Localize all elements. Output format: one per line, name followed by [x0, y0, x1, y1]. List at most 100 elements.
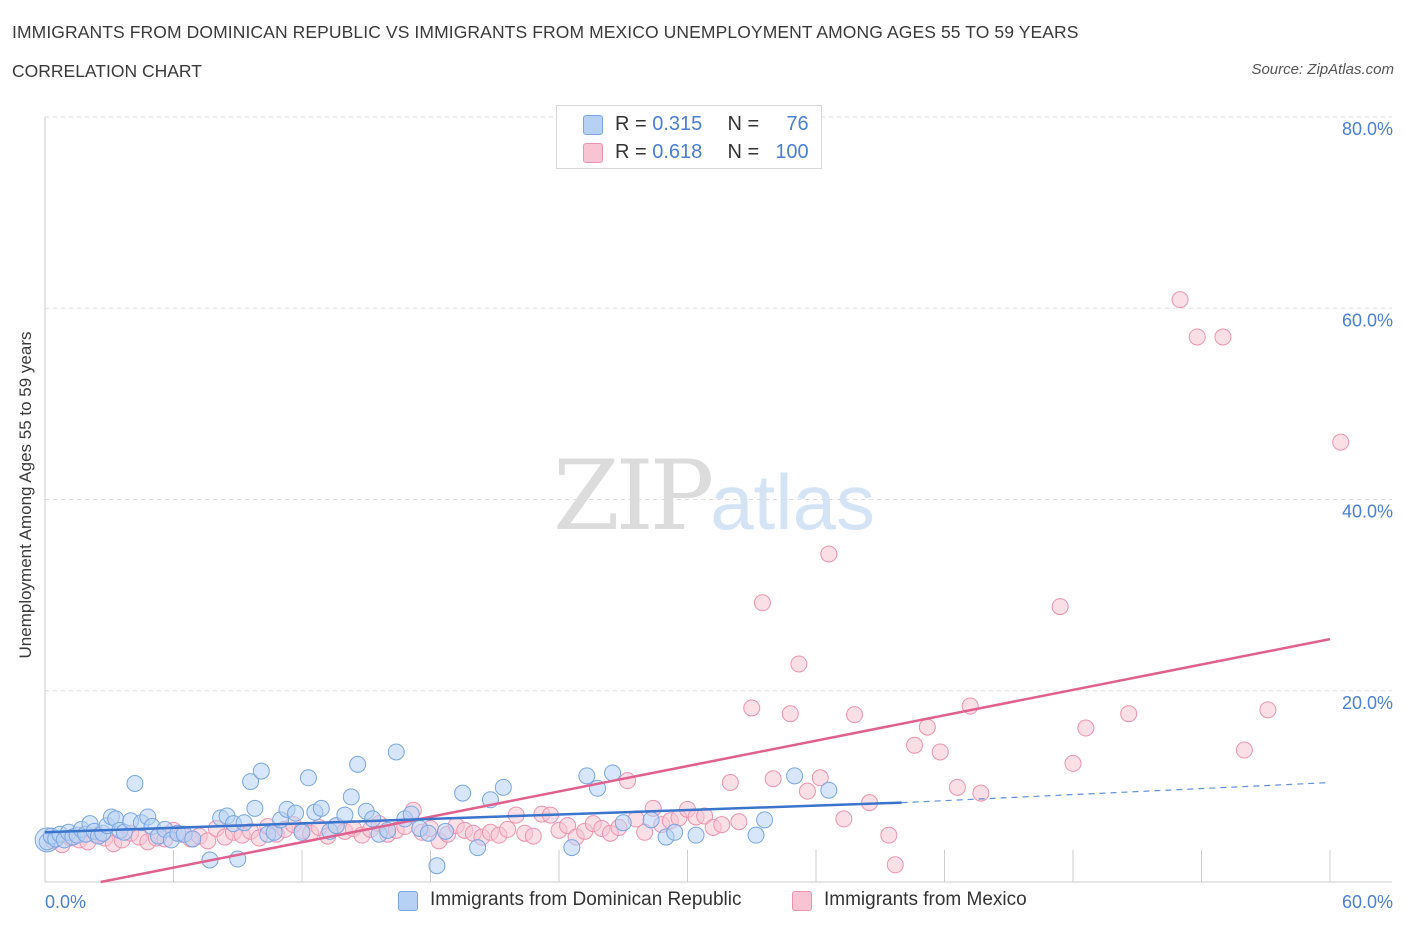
mexico-point [696, 807, 714, 825]
dominican-point [494, 778, 512, 796]
mexico-point [1259, 701, 1277, 719]
dominican-point [387, 743, 405, 761]
blue-swatch [583, 115, 603, 135]
dominican-point [419, 824, 437, 842]
mexico-point [753, 594, 771, 612]
mexico-point [559, 817, 577, 835]
mexico-point [1332, 433, 1350, 451]
mexico-point [619, 772, 637, 790]
mexico-point [790, 655, 808, 673]
dominican-point [747, 826, 765, 844]
mexico-point [906, 736, 924, 754]
y-tick-label: 20.0% [1342, 693, 1393, 713]
legend-row-text: R = 0.618 N = 100 [615, 141, 809, 164]
mexico-point [811, 769, 829, 787]
mexico-point [730, 813, 748, 831]
n-value: 100 [775, 141, 809, 163]
chart-title: IMMIGRANTS FROM DOMINICAN REPUBLIC VS IM… [12, 22, 1079, 42]
mexico-point [1188, 328, 1206, 346]
mexico-point [846, 706, 864, 724]
dominican-point [666, 823, 684, 841]
dominican-point [184, 830, 202, 848]
mexico-point [880, 826, 898, 844]
y-tick-label: 40.0% [1342, 502, 1393, 522]
dominican-trend-extension [901, 781, 1331, 804]
dominican-point [642, 811, 660, 829]
mexico-point [972, 784, 990, 802]
source-label: Source: ZipAtlas.com [1251, 61, 1394, 78]
mexico-point [721, 774, 739, 792]
dominican-point [402, 805, 420, 823]
correlation-legend: R = 0.315 N = 76 R = 0.618 N = 100 [556, 105, 822, 169]
mexico-point [524, 827, 542, 845]
dominican-point [364, 810, 382, 828]
mexico-point [1171, 291, 1189, 309]
dominican-point [820, 781, 838, 799]
mexico-point [1214, 328, 1232, 346]
mexico-trend-line [100, 637, 1331, 884]
mexico-point [820, 545, 838, 563]
dominican-point [687, 826, 705, 844]
dominican-point [293, 823, 311, 841]
grid-layer [45, 116, 1392, 692]
dominican-trend-line [44, 801, 902, 834]
mexico-point [918, 718, 936, 736]
n-label: N = [727, 113, 765, 135]
r-value: 0.618 [652, 141, 703, 163]
chart-subtitle: CORRELATION CHART [12, 61, 202, 81]
dominican-point [563, 839, 581, 857]
dominican-point [287, 804, 305, 822]
pink-swatch [792, 891, 812, 911]
dominican-point [614, 814, 632, 832]
dominican-point [252, 762, 270, 780]
mexico-point [743, 699, 761, 717]
dominican-point [428, 857, 446, 875]
pink-swatch [583, 143, 603, 163]
dominican-point [786, 767, 804, 785]
legend-item-label: Immigrants from Dominican Republic [430, 889, 742, 910]
mexico-points [45, 291, 1350, 874]
mexico-point [835, 810, 853, 828]
mexico-point [1051, 598, 1069, 616]
n-label: N = [727, 141, 765, 163]
mexico-point [499, 820, 517, 838]
mexico-point [781, 705, 799, 723]
dominican-point [299, 769, 317, 787]
r-label: R = [615, 113, 653, 135]
mexico-point [798, 782, 816, 800]
y-tick-label: 60.0% [1342, 310, 1393, 330]
r-label: R = [615, 141, 653, 163]
y-tick-label: 80.0% [1342, 119, 1393, 139]
dominican-point [469, 839, 487, 857]
mexico-point [948, 778, 966, 796]
mexico-point [1120, 705, 1138, 723]
dominican-point [578, 767, 596, 785]
mexico-point [1064, 754, 1082, 772]
n-value: 76 [786, 113, 809, 135]
mexico-point [713, 816, 731, 834]
dominican-point [342, 788, 360, 806]
dominican-point [312, 799, 330, 817]
y-axis-label: Unemployment Among Ages 55 to 59 years [16, 331, 35, 659]
legend-item-label: Immigrants from Mexico [824, 889, 1027, 910]
blue-swatch [398, 891, 418, 911]
mexico-point [764, 770, 782, 788]
dominican-point [242, 773, 260, 791]
mexico-point [931, 743, 949, 761]
dominican-point [246, 799, 264, 817]
axis-layer [44, 117, 1392, 883]
x-tick-label-min: 0.0% [45, 892, 86, 912]
dominican-point [454, 784, 472, 802]
mexico-point [1235, 741, 1253, 759]
legend-row-text: R = 0.315 N = 76 [615, 113, 809, 136]
dominican-point [436, 822, 454, 840]
dominican-point [756, 811, 774, 829]
dominican-point [126, 775, 144, 793]
trend-layer [44, 637, 1331, 884]
r-value: 0.315 [652, 113, 703, 135]
mexico-point [886, 856, 904, 874]
mexico-point [1077, 719, 1095, 737]
tick-label-layer: 20.0% 40.0% 60.0% 80.0% 0.0% 60.0% [45, 119, 1393, 912]
x-tick-label-max: 60.0% [1342, 892, 1393, 912]
